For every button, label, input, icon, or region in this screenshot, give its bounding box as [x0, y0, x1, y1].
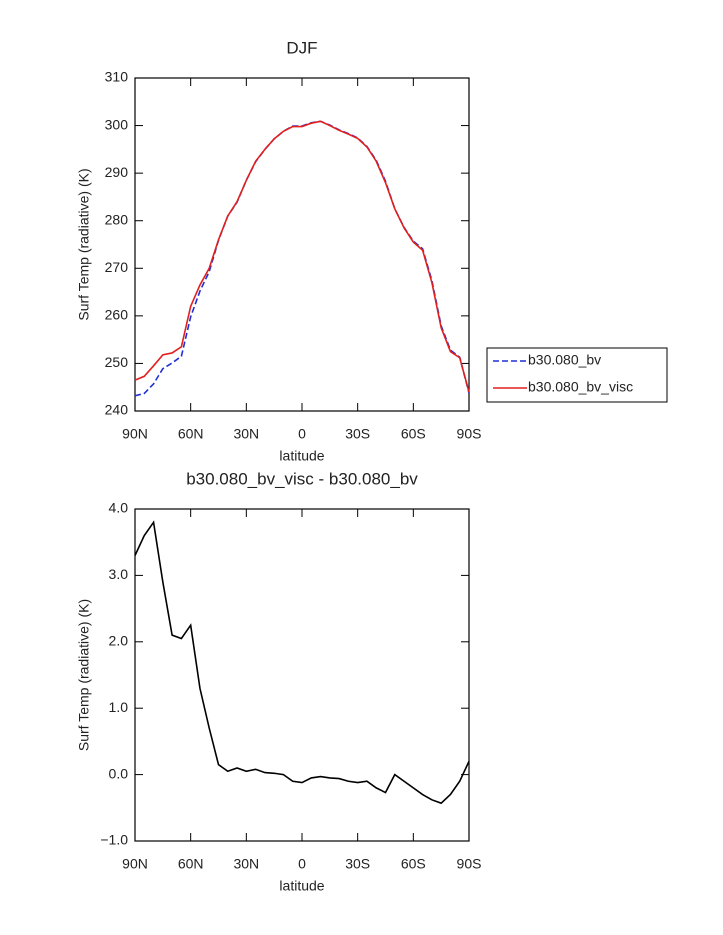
y-tick-label: 250: [105, 354, 129, 370]
x-tick-label: 60N: [178, 426, 204, 442]
y-tick-label: 1.0: [109, 699, 129, 715]
data-line: [134, 120, 470, 397]
legend-label: b30.080_bv: [528, 352, 601, 368]
x-tick-label: 30S: [345, 856, 370, 872]
x-tick-label: 60S: [401, 426, 426, 442]
legend-box: [486, 347, 668, 403]
chart-title: DJF: [286, 38, 317, 57]
y-tick-label: 4.0: [109, 500, 129, 516]
x-tick-label: 60N: [178, 856, 204, 872]
y-tick-label: 0.0: [109, 765, 129, 781]
y-tick-label: 270: [105, 259, 129, 275]
data-line: [134, 520, 470, 805]
x-tick-label: 0: [298, 426, 306, 442]
y-tick-label: −1.0: [100, 832, 128, 848]
x-tick-label: 90S: [457, 856, 482, 872]
y-tick-label: 310: [105, 69, 129, 85]
x-tick-label: 90N: [122, 426, 148, 442]
x-axis-label: latitude: [279, 878, 324, 894]
y-tick-label: 240: [105, 402, 129, 418]
plot-frame: [134, 77, 470, 412]
x-tick-label: 90N: [122, 856, 148, 872]
plot-frame: [134, 508, 470, 842]
y-tick-label: 2.0: [109, 633, 129, 649]
y-tick-label: 280: [105, 211, 129, 227]
x-tick-label: 60S: [401, 856, 426, 872]
x-tick-label: 30S: [345, 426, 370, 442]
y-axis-label: Surf Temp (radiative) (K): [76, 168, 92, 320]
data-line: [134, 120, 470, 393]
x-tick-label: 30N: [233, 426, 259, 442]
x-tick-label: 90S: [457, 426, 482, 442]
x-tick-label: 30N: [233, 856, 259, 872]
y-axis-label: Surf Temp (radiative) (K): [76, 599, 92, 751]
y-tick-label: 300: [105, 116, 129, 132]
x-tick-label: 0: [298, 856, 306, 872]
y-tick-label: 290: [105, 164, 129, 180]
legend-label: b30.080_bv_visc: [528, 379, 633, 395]
chart-title: b30.080_bv_visc - b30.080_bv: [186, 469, 418, 488]
y-tick-label: 260: [105, 307, 129, 323]
x-axis-label: latitude: [279, 448, 324, 464]
y-tick-label: 3.0: [109, 566, 129, 582]
